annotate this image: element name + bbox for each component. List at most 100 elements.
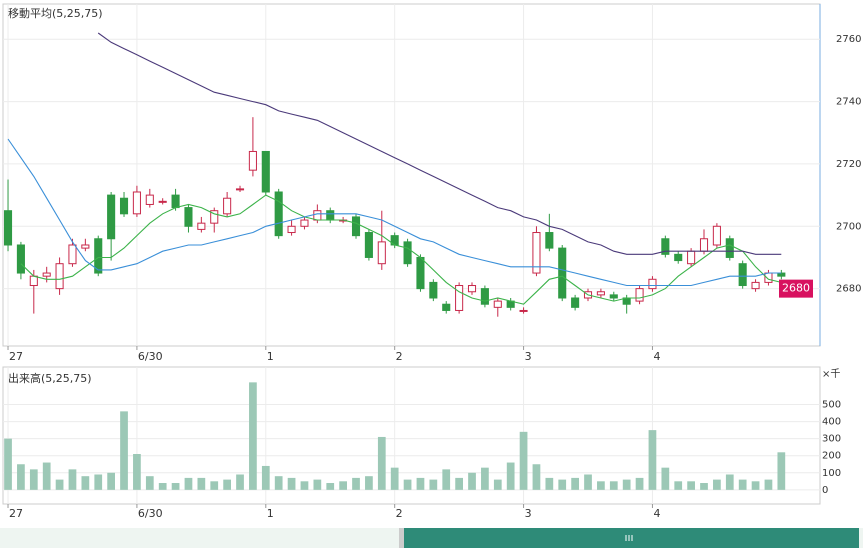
volume-bar: [532, 464, 541, 490]
candle-body: [532, 232, 541, 274]
y-tick-label: 2720: [836, 159, 861, 170]
volume-bar: [133, 454, 141, 490]
volume-bar: [635, 477, 644, 490]
candle-body: [313, 210, 322, 221]
candle-body: [107, 194, 116, 240]
candle-body: [287, 225, 296, 234]
navigator[interactable]: [0, 528, 863, 548]
candle-body: [248, 150, 257, 171]
candle-body: [223, 197, 232, 215]
candle-body: [68, 244, 77, 265]
volume-bar: [274, 476, 283, 490]
volume-bar: [261, 465, 270, 490]
candle-body: [661, 238, 670, 255]
candle-body: [55, 263, 64, 290]
y-tick-label: 0: [822, 485, 828, 496]
volume-bar: [481, 467, 489, 490]
volume-bar: [94, 474, 103, 490]
candle-body: [94, 238, 103, 274]
moving-average-line: [20, 194, 782, 305]
candle-body: [674, 253, 683, 262]
volume-bar: [17, 464, 25, 490]
candle-body: [725, 238, 734, 258]
price-title: 移動平均(5,25,75): [8, 6, 103, 20]
volume-bar: [326, 483, 335, 490]
volume-bar: [184, 477, 193, 490]
candle-body: [545, 232, 554, 249]
volume-title: 出来高(5,25,75): [8, 371, 92, 385]
candle-body: [261, 150, 270, 193]
candle-body: [712, 225, 721, 246]
volume-bar: [390, 467, 399, 490]
candle-body: [429, 281, 438, 299]
x-tick-label: 6/30: [138, 350, 163, 363]
x-tick-label: 2: [396, 507, 403, 520]
x-tick-label: 27: [9, 350, 23, 363]
candle-body: [403, 241, 412, 265]
volume-bar: [416, 477, 425, 490]
candle-body: [184, 207, 193, 227]
y-tick-label: 200: [822, 451, 841, 462]
volume-bar: [455, 477, 463, 490]
volume-bar: [597, 481, 605, 490]
candle-body: [416, 256, 425, 290]
candle-body: [16, 244, 25, 274]
candle-body: [42, 272, 51, 277]
volume-frame: [2, 366, 821, 505]
candle-body: [274, 191, 283, 237]
y-tick-label: 500: [822, 400, 841, 411]
candle-body: [764, 272, 773, 283]
candle-body: [687, 250, 696, 265]
volume-bar: [674, 481, 683, 490]
candle-body: [3, 210, 13, 246]
volume-bar: [738, 479, 747, 490]
navigator-grip[interactable]: [625, 535, 633, 541]
volume-bar: [429, 479, 438, 490]
candle-body: [81, 244, 90, 249]
x-tick-label: 3: [525, 350, 532, 363]
volume-bar: [584, 474, 592, 490]
y-tick-label: 300: [822, 434, 841, 445]
x-tick-label: 1: [267, 350, 274, 363]
volume-bar: [545, 477, 554, 490]
volume-bar: [107, 472, 116, 490]
volume-bar: [313, 479, 322, 490]
volume-bar: [223, 479, 231, 490]
y-tick-label: 2740: [836, 97, 861, 108]
volume-bar: [493, 479, 502, 490]
y-tick-label: 100: [822, 468, 841, 479]
volume-bar: [468, 472, 476, 490]
volume-bar: [287, 477, 296, 490]
volume-bar: [648, 430, 657, 490]
candle-body: [158, 200, 167, 203]
candle-body: [300, 219, 309, 227]
navigator-handle[interactable]: [399, 528, 404, 548]
volume-bar: [236, 474, 244, 490]
volume-bar: [609, 481, 618, 490]
y-tick-label: 2680: [836, 284, 861, 295]
candle-body: [210, 210, 219, 224]
candle-body: [751, 281, 760, 290]
candle-body: [351, 216, 361, 237]
volume-bar: [442, 469, 451, 490]
candle-body: [480, 288, 489, 305]
volume-bar: [4, 438, 12, 490]
candle-body: [29, 275, 38, 287]
volume-bar: [377, 436, 386, 490]
volume-bar: [300, 481, 309, 490]
candle-body: [596, 291, 605, 296]
volume-bar: [249, 382, 257, 490]
candle-body: [377, 241, 386, 265]
volume-bar: [687, 481, 695, 490]
volume-bar: [751, 481, 760, 490]
volume-bar: [120, 411, 128, 490]
candle-body: [119, 197, 129, 215]
y-tick-label: 2760: [836, 34, 861, 45]
volume-bar: [725, 474, 734, 490]
x-tick-label: 2: [396, 350, 403, 363]
volume-bar: [558, 479, 567, 490]
volume-bar: [29, 469, 38, 490]
candle-body: [455, 285, 464, 311]
